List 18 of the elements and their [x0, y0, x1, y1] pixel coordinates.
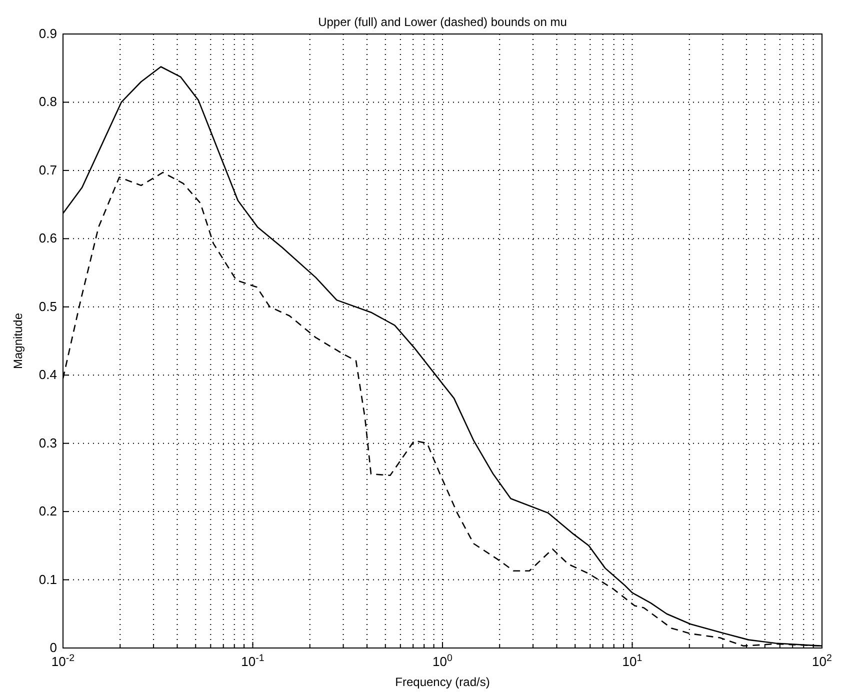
y-tick-label: 0.9	[38, 26, 57, 41]
y-tick-label: 0.7	[38, 162, 57, 178]
x-tick-label: 10$^{2}$	[812, 652, 832, 669]
y-tick-label: 0	[50, 640, 57, 655]
y-axis-title: Magnitude	[11, 312, 25, 370]
x-tick-label: 10$^{-1}$	[241, 652, 264, 669]
y-tick-label: 0.8	[38, 94, 57, 110]
y-tick-label: 0.1	[38, 572, 57, 587]
y-tick-label: 0.5	[38, 298, 57, 314]
chart-title: Upper (full) and Lower (dashed) bounds on mu	[318, 15, 567, 29]
y-tick-label: 0.3	[38, 435, 57, 450]
y-tick-label: 0.6	[38, 230, 57, 246]
y-tick-label: 0.2	[38, 504, 57, 519]
x-tick-label: 10$^{0}$	[432, 652, 454, 669]
x-tick-label: 10$^{-2}$	[51, 652, 75, 669]
x-tick-label: 10$^{1}$	[622, 652, 642, 669]
x-axis-title: Frequency (rad/s)	[395, 675, 490, 689]
y-tick-label: 0.4	[38, 367, 57, 382]
